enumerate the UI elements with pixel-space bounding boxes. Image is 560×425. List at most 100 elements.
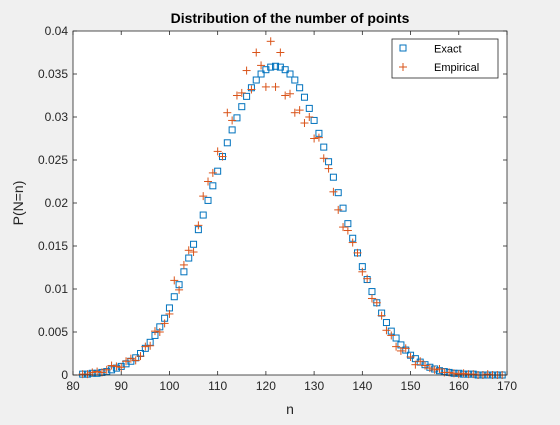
exact-point — [392, 334, 400, 342]
exact-point — [238, 103, 246, 111]
empirical-point — [184, 246, 193, 255]
empirical-point — [247, 85, 256, 94]
empirical-point — [199, 192, 208, 201]
exact-point — [209, 182, 217, 190]
empirical-point — [218, 152, 227, 161]
x-tick-label: 100 — [159, 379, 179, 393]
empirical-point — [396, 346, 405, 355]
exact-point — [272, 62, 280, 70]
empirical-point — [459, 369, 468, 378]
chart-title: Distribution of the number of points — [171, 10, 410, 26]
empirical-point — [406, 352, 415, 361]
empirical-point — [175, 285, 184, 294]
empirical-point — [483, 370, 492, 379]
empirical-point — [353, 248, 362, 257]
empirical-point — [257, 61, 266, 70]
empirical-point — [367, 294, 376, 303]
empirical-point — [261, 82, 270, 91]
empirical-point — [204, 177, 213, 186]
axis-ticks: 80 90 100 110 120 130 140 150 160 170 0 0.005 0.01 0.… — [38, 24, 517, 393]
empirical-point — [300, 119, 309, 128]
empirical-point — [430, 365, 439, 374]
empirical-point — [276, 48, 285, 57]
empirical-point — [286, 89, 294, 98]
exact-point — [291, 76, 299, 84]
x-tick-label: 130 — [304, 379, 324, 393]
empirical-point — [343, 226, 352, 235]
exact-point — [228, 126, 236, 134]
empirical-point — [334, 205, 343, 214]
exact-point — [281, 66, 289, 74]
empirical-point — [411, 360, 420, 369]
empirical-point — [377, 311, 386, 320]
empirical-point — [305, 113, 314, 121]
empirical-point — [425, 364, 434, 373]
empirical-point — [401, 344, 410, 353]
empirical-point — [435, 364, 444, 373]
exact-point — [170, 293, 178, 301]
y-tick-label: 0.035 — [38, 67, 68, 81]
exact-point — [382, 319, 390, 327]
legend-box — [391, 38, 499, 79]
empirical-point — [136, 352, 145, 361]
y-tick-label: 0.01 — [45, 282, 69, 296]
y-tick-label: 0.015 — [38, 239, 68, 253]
exact-point — [214, 167, 222, 175]
y-tick-label: 0.03 — [45, 110, 69, 124]
legend-label-exact: Exact — [434, 44, 462, 56]
exact-point — [223, 139, 231, 147]
x-axis-label: n — [286, 401, 294, 417]
empirical-point — [146, 341, 155, 350]
empirical-point — [387, 331, 396, 340]
exact-point — [329, 173, 337, 181]
empirical-point — [392, 342, 401, 351]
empirical-point — [165, 309, 174, 318]
legend-marker-exact — [399, 44, 407, 52]
exact-point — [199, 211, 207, 219]
empirical-point — [131, 356, 140, 365]
plot-frame — [72, 30, 508, 376]
empirical-point — [160, 319, 169, 328]
empirical-point — [223, 108, 232, 117]
empirical-point — [150, 327, 159, 336]
empirical-point — [454, 370, 463, 379]
empirical-point — [416, 357, 425, 366]
x-tick-label: 150 — [401, 379, 421, 393]
x-tick-label: 160 — [449, 379, 469, 393]
x-tick-label: 80 — [66, 379, 80, 393]
exact-point — [339, 204, 347, 212]
plot-area — [73, 31, 507, 375]
empirical-point — [83, 370, 92, 379]
y-tick-label: 0.04 — [45, 24, 69, 38]
empirical-point — [363, 274, 372, 283]
y-tick-label: 0.02 — [45, 196, 69, 210]
empirical-point — [310, 134, 319, 143]
empirical-point — [112, 362, 121, 371]
empirical-point — [449, 369, 458, 378]
empirical-point — [170, 276, 179, 285]
exact-point — [334, 189, 342, 197]
empirical-point — [93, 367, 102, 376]
exact-point — [190, 240, 198, 248]
exact-point — [233, 114, 241, 122]
empirical-point — [102, 365, 111, 374]
empirical-point — [319, 154, 328, 163]
empirical-point — [382, 326, 391, 335]
empirical-point — [242, 66, 251, 75]
empirical-point — [117, 363, 126, 372]
empirical-point — [271, 82, 280, 91]
exact-point — [243, 92, 251, 100]
empirical-point — [324, 164, 333, 173]
empirical-point — [358, 267, 367, 276]
legend-label-empirical: Empirical — [434, 62, 479, 74]
exact-point — [252, 76, 260, 84]
exact-point — [300, 93, 308, 101]
empirical-point — [348, 238, 357, 247]
empirical-point — [122, 357, 131, 366]
empirical-point — [126, 354, 135, 363]
exact-point — [267, 63, 275, 71]
empirical-point — [266, 37, 275, 46]
empirical-point — [237, 88, 246, 97]
